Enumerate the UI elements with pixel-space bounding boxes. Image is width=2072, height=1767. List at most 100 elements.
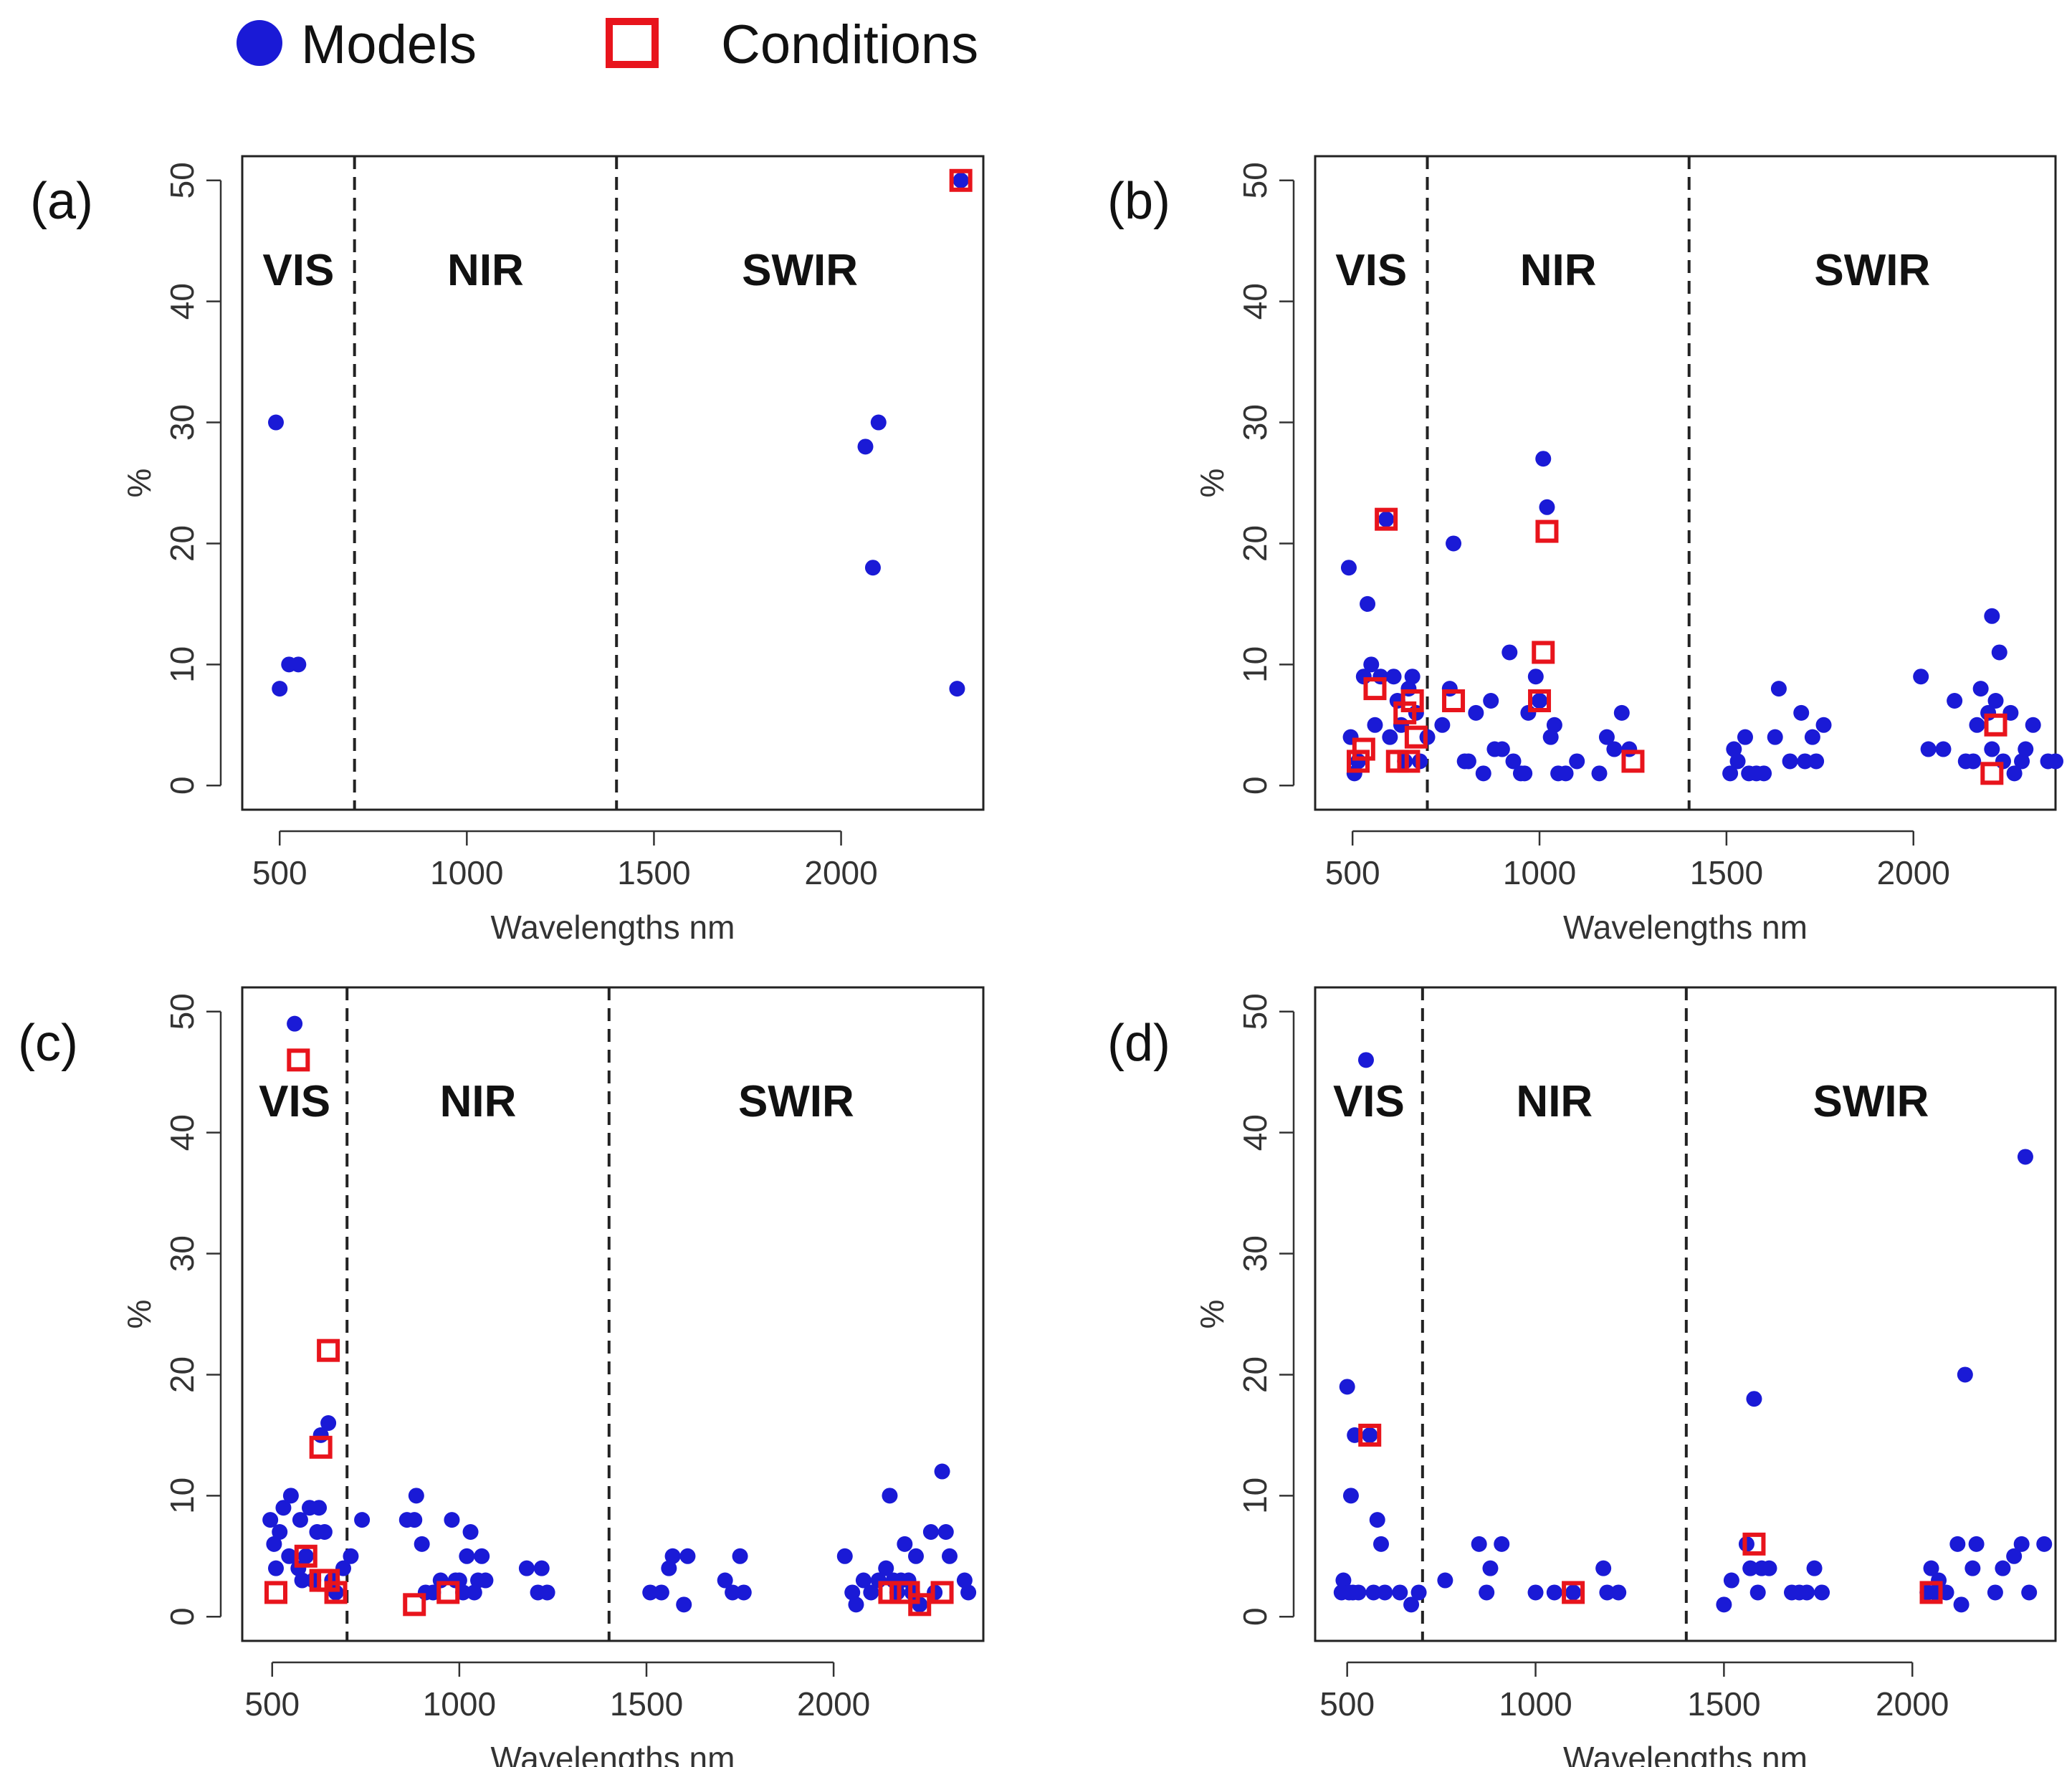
- panel-b: (b) 500 1000 1500 2000 Wavelengths nm 0 10 20 30 4…: [1107, 155, 2063, 946]
- legend-conditions-label: Conditions: [721, 14, 978, 75]
- model-point: [1363, 656, 1380, 673]
- model-point: [518, 1560, 535, 1576]
- panel-label: (a): [30, 173, 93, 230]
- model-point: [1595, 1560, 1612, 1576]
- condition-point: [1375, 507, 1398, 531]
- model-point: [2021, 1584, 2038, 1601]
- y-tick-label: 50: [1236, 993, 1274, 1030]
- model-point: [1483, 693, 1499, 709]
- model-point: [354, 1512, 371, 1528]
- model-point: [1726, 741, 1742, 757]
- model-point: [262, 1512, 279, 1528]
- region-label-vis: VIS: [259, 1077, 330, 1126]
- panel-label: (c): [18, 1015, 78, 1072]
- series-models: [1333, 1052, 2053, 1613]
- condition-point: [1621, 750, 1645, 773]
- model-point: [1804, 729, 1820, 745]
- y-tick-label: 10: [163, 646, 201, 683]
- condition-point: [1532, 641, 1555, 664]
- condition-point: [324, 1581, 348, 1604]
- condition-point: [1346, 750, 1370, 773]
- model-point: [2036, 1536, 2053, 1552]
- y-tick-label: 30: [1236, 404, 1274, 441]
- condition-point: [1404, 725, 1428, 749]
- model-point: [1756, 765, 1772, 782]
- model-point: [1767, 729, 1783, 745]
- series-conditions: [264, 1048, 954, 1617]
- model-point: [2017, 1149, 2033, 1165]
- model-point: [1569, 753, 1585, 770]
- model-point: [1737, 729, 1753, 745]
- y-tick-label: 30: [163, 1235, 201, 1272]
- model-point: [1799, 1584, 1815, 1601]
- model-point: [1360, 595, 1376, 612]
- model-point: [1964, 1560, 1981, 1576]
- model-point: [679, 1548, 696, 1564]
- region-label-nir: NIR: [1516, 1077, 1593, 1126]
- plot-frame: [241, 155, 985, 811]
- region-label-vis: VIS: [1333, 1077, 1405, 1126]
- model-point: [1610, 1584, 1627, 1601]
- model-point: [414, 1536, 430, 1552]
- model-point: [1539, 499, 1555, 515]
- model-point: [1404, 669, 1421, 685]
- model-point: [960, 1584, 977, 1601]
- model-point: [1797, 753, 1813, 770]
- x-tick-label: 1000: [423, 1685, 496, 1723]
- model-point: [1446, 535, 1462, 552]
- region-label-nir: NIR: [447, 246, 524, 295]
- series-conditions: [1346, 507, 2007, 785]
- condition-point: [1400, 689, 1424, 712]
- model-point: [272, 681, 288, 697]
- model-point: [1770, 681, 1787, 697]
- condition-point: [264, 1581, 287, 1604]
- model-point: [1357, 1052, 1374, 1068]
- model-point: [281, 1548, 297, 1564]
- model-point: [292, 1512, 308, 1528]
- model-point: [1949, 1536, 1966, 1552]
- model-point: [1965, 753, 1982, 770]
- y-tick-label: 0: [163, 1607, 201, 1626]
- x-tick-label: 1000: [430, 854, 503, 891]
- model-point: [474, 1548, 490, 1564]
- model-point: [1342, 1488, 1359, 1504]
- model-point: [1722, 765, 1739, 782]
- region-label-vis: VIS: [1335, 246, 1407, 295]
- x-tick-label: 1500: [1687, 1685, 1760, 1723]
- region-label-swir: SWIR: [738, 1077, 854, 1126]
- condition-point: [287, 1048, 310, 1072]
- region-label-nir: NIR: [1520, 246, 1597, 295]
- y-axis-title: %: [1193, 469, 1231, 498]
- y-tick-label: 40: [1236, 283, 1274, 320]
- model-point: [1598, 729, 1615, 745]
- model-point: [1987, 1584, 2003, 1601]
- y-axis: 0 10 20 30 40 50%: [1193, 162, 1295, 795]
- model-point: [1471, 1536, 1487, 1552]
- model-point: [1403, 1596, 1420, 1613]
- y-tick-label: 40: [163, 1114, 201, 1151]
- y-axis-title: %: [120, 1300, 158, 1329]
- model-point: [266, 1536, 282, 1552]
- region-label-swir: SWIR: [1813, 1077, 1929, 1126]
- region-label-vis: VIS: [262, 246, 334, 295]
- model-point: [1546, 717, 1562, 733]
- model-point: [1991, 644, 2007, 661]
- model-point: [878, 1560, 894, 1576]
- series-models: [1340, 451, 2063, 782]
- model-point: [844, 1584, 861, 1601]
- model-point: [897, 1536, 913, 1552]
- y-tick-label: 10: [1236, 646, 1274, 683]
- model-point: [462, 1524, 479, 1540]
- condition-point: [1984, 713, 2007, 737]
- model-point: [1984, 608, 2000, 624]
- model-point: [1591, 765, 1608, 782]
- model-point: [1761, 1560, 1777, 1576]
- model-point: [1479, 1584, 1495, 1601]
- condition-point: [403, 1593, 426, 1617]
- x-tick-label: 2000: [797, 1685, 870, 1723]
- legend: Models Conditions: [237, 14, 978, 75]
- x-tick-label: 2000: [1877, 854, 1950, 891]
- model-point: [1742, 1560, 1759, 1576]
- model-point: [539, 1584, 555, 1601]
